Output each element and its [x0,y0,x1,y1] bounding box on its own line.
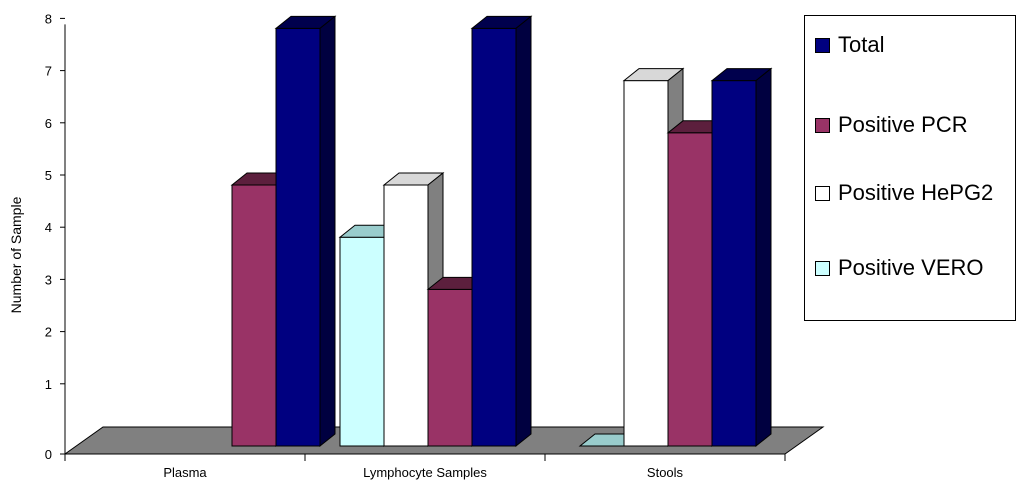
legend-item-positive-hepg2: Positive HePG2 [815,179,1022,206]
x-tick-label-lymphocyte-samples: Lymphocyte Samples [363,465,487,480]
y-axis-label: Number of Sample [8,196,24,313]
bar-total-lymphocyte-samples-front [471,27,517,447]
category-labels: Plasma Lymphocyte Samples Stools [163,465,683,480]
bar-total-plasma [274,15,337,448]
bars [230,15,773,448]
legend-label: Total [838,32,885,57]
bar-positive-pcr-stools-front [667,132,713,447]
bar-total-lymphocyte-samples-side [515,15,532,448]
y-tick-label: 0 [45,447,52,462]
bar-positive-pcr-lymphocyte-samples-front [427,288,473,447]
legend-swatch [815,118,830,133]
legend: Total Positive PCR Positive HePG2 Positive … [804,15,1016,321]
bar-total-stools-side [755,67,772,448]
x-tick-label-stools: Stools [647,465,684,480]
legend-label: Positive VERO [838,255,984,280]
y-tick-label: 2 [45,325,52,340]
legend-label: Positive HePG2 [838,180,994,205]
bar-total-lymphocyte-samples [470,15,533,448]
legend-swatch [815,38,830,53]
legend-swatch [815,186,830,201]
legend-item-positive-pcr: Positive PCR [815,111,1022,138]
legend-item-total: Total [815,31,1022,58]
y-tick-label: 7 [45,64,52,79]
y-tick-label: 4 [45,220,52,235]
bar-total-plasma-side [319,15,336,448]
y-tick-label: 6 [45,116,52,131]
legend-label: Positive PCR [838,112,968,137]
bar-positive-hepg2-lymphocyte-samples-front [383,184,429,447]
bar-positive-vero-lymphocyte-samples-front [339,236,385,447]
legend-swatch [815,261,830,276]
x-tick-label-plasma: Plasma [163,465,207,480]
bar-positive-pcr-plasma-front [231,184,277,447]
legend-item-positive-vero: Positive VERO [815,254,1022,281]
bar-total-stools-front [711,80,757,447]
bar-total-plasma-front [275,27,321,447]
bar-total-stools [710,67,773,448]
y-axis: 0 1 2 3 4 5 6 7 8 [45,11,786,462]
bar-positive-hepg2-stools-front [623,80,669,447]
y-tick-label: 1 [45,377,52,392]
y-tick-label: 5 [45,168,52,183]
y-tick-label: 3 [45,272,52,287]
y-tick-label: 8 [45,11,52,26]
